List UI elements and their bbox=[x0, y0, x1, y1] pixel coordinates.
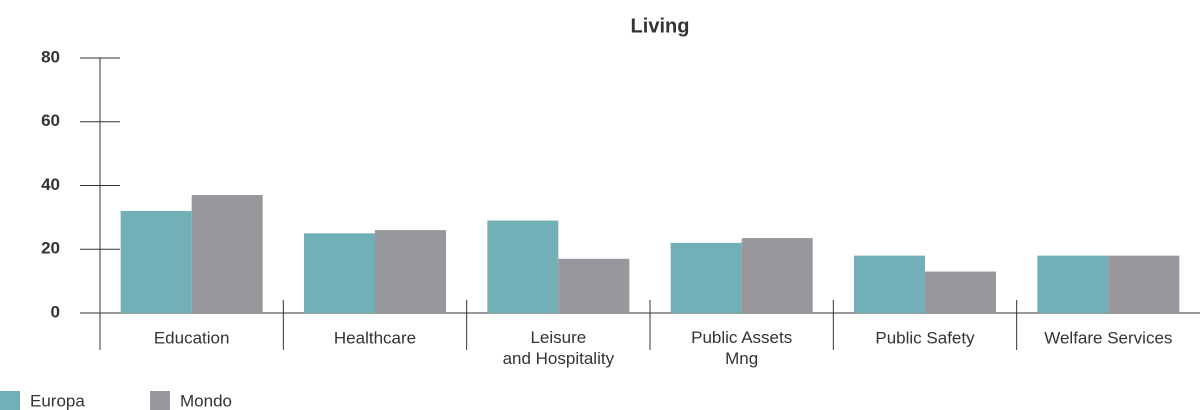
y-tick-label: 60 bbox=[41, 111, 60, 130]
x-tick-label: Public Safety bbox=[875, 328, 975, 347]
bar bbox=[375, 230, 446, 313]
bar bbox=[304, 233, 375, 313]
bar bbox=[191, 195, 263, 313]
x-tick-label: Leisure and Hospitality bbox=[503, 328, 615, 368]
bar bbox=[487, 220, 559, 313]
bar bbox=[1037, 255, 1109, 313]
bar bbox=[854, 255, 925, 313]
x-tick-label: Welfare Services bbox=[1044, 328, 1172, 347]
y-tick-label: 80 bbox=[41, 47, 60, 66]
bar bbox=[670, 242, 742, 313]
legend-label: Mondo bbox=[180, 391, 232, 410]
bar bbox=[558, 258, 630, 313]
x-tick-label: Public Assets Mng bbox=[691, 328, 792, 368]
x-tick-label: Healthcare bbox=[334, 328, 416, 347]
bar bbox=[120, 211, 192, 313]
legend-swatch bbox=[150, 391, 170, 410]
bar bbox=[741, 238, 813, 313]
bar bbox=[1108, 255, 1180, 313]
y-tick-label: 0 bbox=[51, 302, 60, 321]
x-tick-label: Education bbox=[154, 328, 230, 347]
legend-label: Europa bbox=[30, 391, 85, 410]
chart-title: Living bbox=[631, 15, 690, 37]
bar bbox=[925, 271, 996, 313]
y-tick-label: 40 bbox=[41, 175, 60, 194]
y-tick-label: 20 bbox=[41, 239, 60, 258]
legend-swatch bbox=[0, 391, 20, 410]
